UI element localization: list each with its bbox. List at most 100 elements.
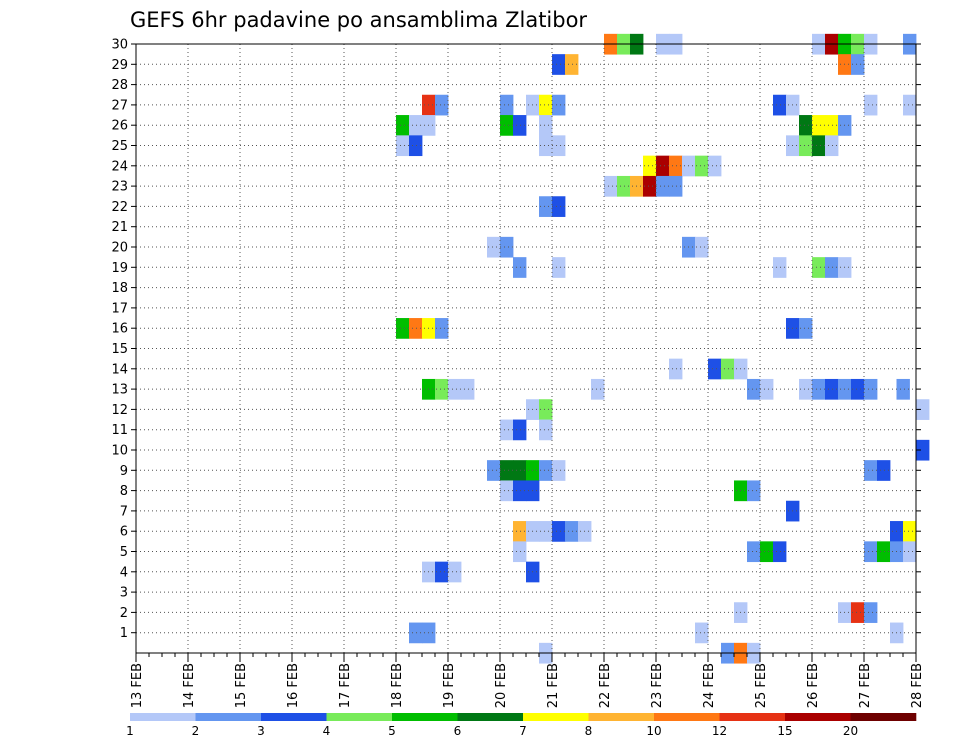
heatmap-cell bbox=[409, 115, 423, 136]
heatmap-cell bbox=[643, 175, 657, 197]
heatmap-cell bbox=[448, 378, 462, 400]
heatmap-cell bbox=[825, 135, 839, 157]
heatmap-cell bbox=[695, 155, 709, 177]
heatmap-cell bbox=[487, 236, 501, 258]
heatmap-cell bbox=[396, 115, 410, 136]
heatmap-cell bbox=[747, 480, 761, 502]
colorbar-swatch bbox=[392, 713, 458, 721]
x-tick-label: 16 FEB bbox=[286, 663, 301, 708]
heatmap-cell bbox=[656, 155, 670, 177]
x-tick-label: 23 FEB bbox=[650, 663, 665, 708]
y-tick-label: 6 bbox=[120, 525, 128, 540]
y-tick-label: 4 bbox=[120, 565, 128, 580]
y-tick-label: 10 bbox=[111, 444, 128, 459]
colorbar-label: 20 bbox=[843, 724, 858, 738]
x-tick-label: 24 FEB bbox=[702, 663, 717, 708]
y-tick-label: 27 bbox=[111, 98, 128, 113]
y-tick-label: 2 bbox=[120, 606, 128, 621]
heatmap-cell bbox=[409, 622, 423, 644]
heatmap-cell bbox=[825, 257, 839, 278]
y-axis: 1234567891011121314151617181920212223242… bbox=[111, 38, 921, 641]
x-tick-label: 20 FEB bbox=[494, 663, 509, 708]
heatmap-cell bbox=[695, 622, 709, 644]
heatmap-cell bbox=[565, 54, 579, 75]
y-tick-label: 30 bbox=[111, 38, 128, 53]
heatmap-cell bbox=[864, 460, 878, 481]
heatmap-cell bbox=[617, 175, 631, 197]
heatmap-cell bbox=[708, 358, 722, 380]
y-tick-label: 24 bbox=[111, 159, 128, 174]
colorbar-label: 15 bbox=[777, 724, 792, 738]
heatmap-cell bbox=[513, 480, 527, 502]
heatmap-cell bbox=[500, 94, 514, 116]
heatmap-cell bbox=[799, 135, 813, 157]
heatmap-cell bbox=[500, 480, 514, 502]
heatmap-cell bbox=[812, 257, 826, 278]
x-tick-label: 19 FEB bbox=[442, 663, 457, 708]
heatmap-cell bbox=[539, 94, 553, 116]
chart-title: GEFS 6hr padavine po ansamblima Zlatibor bbox=[130, 8, 587, 32]
x-tick-label: 14 FEB bbox=[182, 663, 197, 708]
heatmap-cell bbox=[461, 378, 475, 400]
heatmap-cell bbox=[565, 521, 579, 542]
y-tick-label: 16 bbox=[111, 322, 128, 337]
heatmap-cell bbox=[500, 236, 514, 258]
heatmap-cell bbox=[896, 378, 910, 400]
y-tick-label: 29 bbox=[111, 58, 128, 73]
heatmap-cell bbox=[604, 175, 618, 197]
heatmap-cell bbox=[513, 419, 527, 441]
heatmap-cell bbox=[903, 541, 917, 563]
heatmap-cell bbox=[916, 399, 930, 420]
heatmap-cell bbox=[435, 318, 449, 339]
heatmap-cell bbox=[903, 521, 917, 542]
heatmap-cell bbox=[877, 541, 891, 563]
x-tick-label: 28 FEB bbox=[910, 663, 925, 708]
y-tick-label: 25 bbox=[111, 139, 128, 154]
x-tick-label: 22 FEB bbox=[598, 663, 613, 708]
heatmap-cell bbox=[539, 521, 553, 542]
heatmap-cell bbox=[669, 358, 683, 380]
heatmap-cell bbox=[669, 155, 683, 177]
heatmap-cell bbox=[552, 196, 566, 217]
colorbar-label: 3 bbox=[257, 724, 265, 738]
heatmap-cell bbox=[799, 115, 813, 136]
heatmap-cell bbox=[513, 541, 527, 563]
heatmap-cell bbox=[487, 460, 501, 481]
heatmap-cell bbox=[773, 541, 787, 563]
x-tick-label: 21 FEB bbox=[546, 663, 561, 708]
grid-lines bbox=[136, 44, 916, 653]
y-tick-label: 14 bbox=[111, 362, 128, 377]
colorbar-swatch bbox=[523, 713, 589, 721]
heatmap-cell bbox=[773, 94, 787, 116]
heatmap-cell bbox=[513, 521, 527, 542]
heatmap-cell bbox=[799, 378, 813, 400]
y-tick-label: 19 bbox=[111, 261, 128, 276]
y-tick-label: 5 bbox=[120, 545, 128, 560]
y-tick-label: 13 bbox=[111, 383, 128, 398]
heatmap-cell bbox=[812, 115, 826, 136]
heatmap-cell bbox=[864, 602, 878, 623]
heatmap-cell bbox=[552, 460, 566, 481]
heatmap-cell bbox=[864, 541, 878, 563]
y-tick-label: 22 bbox=[111, 200, 128, 215]
heatmap-cell bbox=[409, 135, 423, 157]
colorbar-label: 8 bbox=[585, 724, 593, 738]
heatmap-cell bbox=[552, 135, 566, 157]
y-tick-label: 26 bbox=[111, 119, 128, 134]
heatmap-cell bbox=[747, 541, 761, 563]
y-tick-label: 8 bbox=[120, 484, 128, 499]
heatmap-cell bbox=[539, 419, 553, 441]
heatmap-cell bbox=[851, 54, 865, 75]
heatmap-cell bbox=[500, 115, 514, 136]
x-tick-label: 15 FEB bbox=[234, 663, 249, 708]
y-tick-label: 9 bbox=[120, 464, 128, 479]
heatmap-cell bbox=[812, 135, 826, 157]
heatmap-cell bbox=[773, 257, 787, 278]
colorbar-swatch bbox=[850, 713, 917, 721]
colorbar-swatch bbox=[588, 713, 655, 721]
heatmap-cell bbox=[747, 378, 761, 400]
x-tick-label: 26 FEB bbox=[806, 663, 821, 708]
heatmap-cell bbox=[513, 460, 527, 481]
heatmap-cell bbox=[539, 196, 553, 217]
x-axis: 13 FEB 14 FEB 15 FEB 16 FEB 17 FEB 18 FEB 19 F… bbox=[130, 653, 925, 708]
